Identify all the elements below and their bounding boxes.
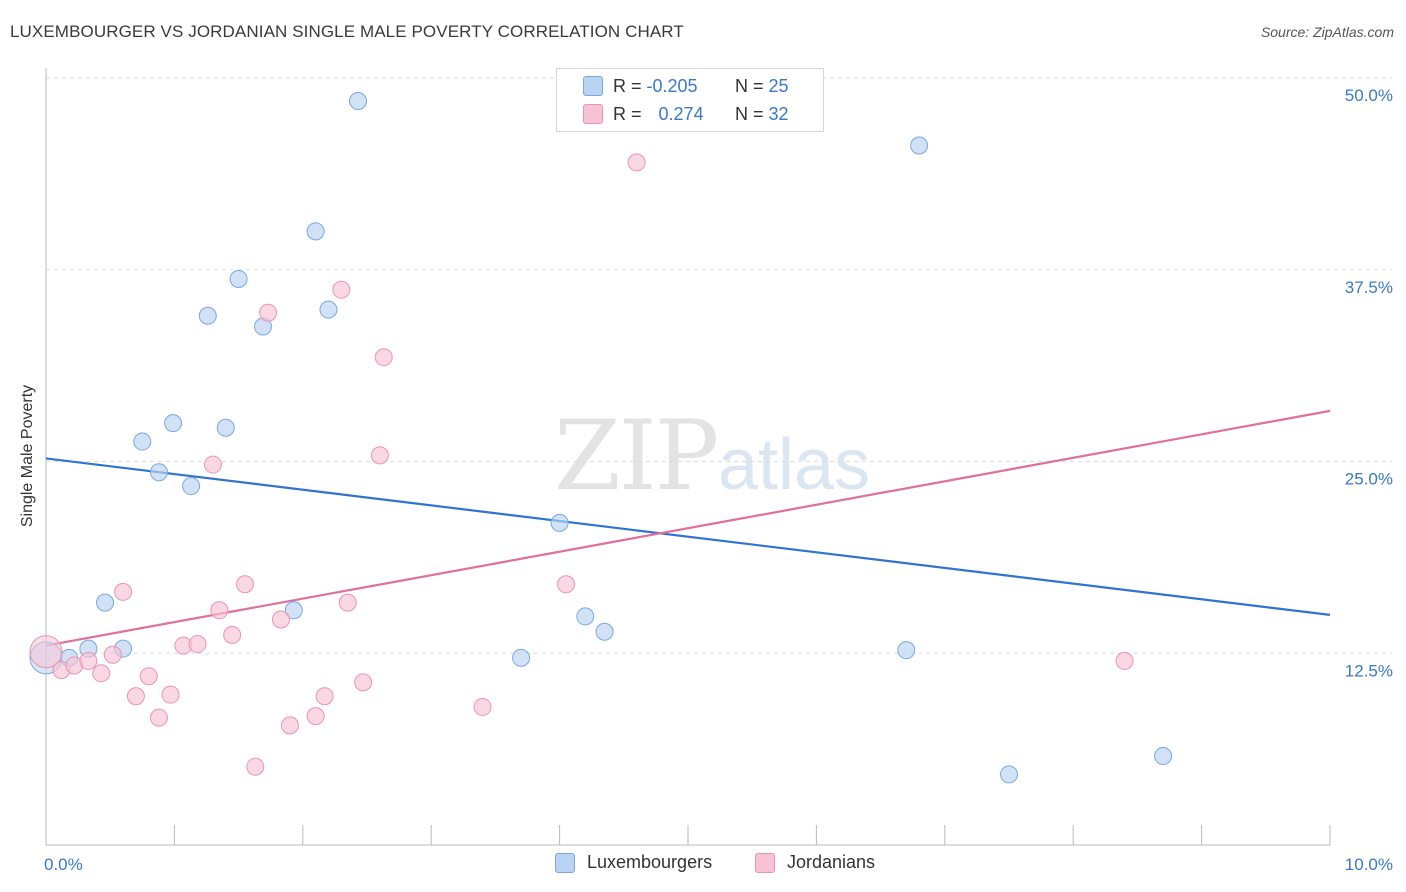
pink-swatch-icon <box>755 852 775 873</box>
jordanian-point <box>103 645 122 664</box>
luxembourger-point <box>182 477 201 496</box>
luxembourger-point <box>284 601 303 620</box>
jordanian-point <box>306 707 325 726</box>
jordanian-point <box>29 635 63 669</box>
correlation-legend: R = -0.205 N = 25 R = 0.274 N = 32 <box>556 68 824 132</box>
luxembourger-point <box>96 593 115 612</box>
legend-item-jordanians: Jordanians <box>755 852 875 873</box>
legend-r: R = -0.205 <box>613 75 698 96</box>
y-tick-label: 50.0% <box>1345 86 1393 105</box>
trend-lines <box>45 409 1331 647</box>
y-tick-label: 37.5% <box>1345 278 1393 297</box>
jordanian-trend-line <box>45 409 1331 647</box>
jordanian-point <box>92 664 111 683</box>
luxembourger-point <box>164 414 183 433</box>
jordanian-point <box>557 575 576 594</box>
jordanian-point <box>223 625 242 644</box>
luxembourger-point <box>198 306 217 325</box>
y-tick-label: 12.5% <box>1345 661 1393 680</box>
jordanian-point <box>246 757 265 776</box>
luxembourger-point <box>216 418 235 437</box>
luxembourger-point <box>550 513 569 532</box>
jordanian-point <box>126 687 145 706</box>
jordanian-point <box>374 348 393 367</box>
x-tick-label: 10.0% <box>1345 855 1393 874</box>
axes <box>45 68 1331 846</box>
luxembourger-point <box>349 92 368 111</box>
legend-label: Jordanians <box>787 852 876 872</box>
source-credit: Source: ZipAtlas.com <box>1260 24 1394 40</box>
jordanian-point <box>627 153 646 172</box>
jordanian-point <box>332 280 351 299</box>
jordanian-point <box>79 651 98 670</box>
blue-swatch-icon <box>555 852 575 873</box>
jordanian-point <box>315 687 334 706</box>
legend-label: Luxembourgers <box>587 852 713 872</box>
luxembourger-point <box>1154 747 1173 766</box>
chart-title: LUXEMBOURGER VS JORDANIAN SINGLE MALE PO… <box>10 22 684 41</box>
jordanian-point <box>161 685 180 704</box>
legend-r: R = 0.274 <box>613 103 704 124</box>
jordanian-point <box>139 667 158 686</box>
grid-lines <box>46 77 1392 654</box>
jordanian-point <box>149 708 168 727</box>
luxembourger-trend-line <box>45 457 1331 616</box>
jordanian-point <box>203 455 222 474</box>
jordanian-point <box>1115 651 1134 670</box>
luxembourger-point <box>1000 765 1018 784</box>
x-tick-label: 0.0% <box>44 855 83 874</box>
y-tick-label: 25.0% <box>1345 470 1393 489</box>
jordanian-point <box>473 697 492 716</box>
watermark-zip: ZIP <box>554 400 719 512</box>
legend-item-luxembourgers: Luxembourgers <box>555 852 712 873</box>
jordanian-point <box>338 593 357 612</box>
luxembourger-point <box>319 300 338 319</box>
jordanian-point <box>271 610 290 629</box>
watermark-atlas: atlas <box>718 425 871 505</box>
luxembourger-point <box>306 222 325 241</box>
tick-labels: 12.5% 25.0% 37.5% 50.0% 0.0% 10.0% <box>44 86 1393 874</box>
legend-n: N = 32 <box>735 103 789 124</box>
luxembourger-point <box>149 463 168 482</box>
luxembourger-point <box>910 136 929 155</box>
data-points <box>29 92 1173 784</box>
luxembourger-point <box>576 607 595 626</box>
jordanian-point <box>210 601 229 620</box>
luxembourger-point <box>133 432 152 451</box>
jordanian-point <box>236 575 255 594</box>
legend-n: N = 25 <box>735 75 789 96</box>
jordanian-point <box>354 673 373 692</box>
blue-swatch-icon <box>583 76 603 96</box>
pink-swatch-icon <box>583 104 603 124</box>
luxembourger-point <box>229 269 248 288</box>
luxembourger-point <box>595 622 614 641</box>
jordanian-point <box>114 582 133 601</box>
jordanian-point <box>188 635 207 654</box>
jordanian-point <box>280 716 299 735</box>
luxembourger-point <box>897 641 916 660</box>
jordanian-point <box>259 303 278 322</box>
jordanian-point <box>370 446 389 465</box>
luxembourger-point <box>512 648 531 667</box>
series-legend: Luxembourgers Jordanians <box>0 852 1406 878</box>
